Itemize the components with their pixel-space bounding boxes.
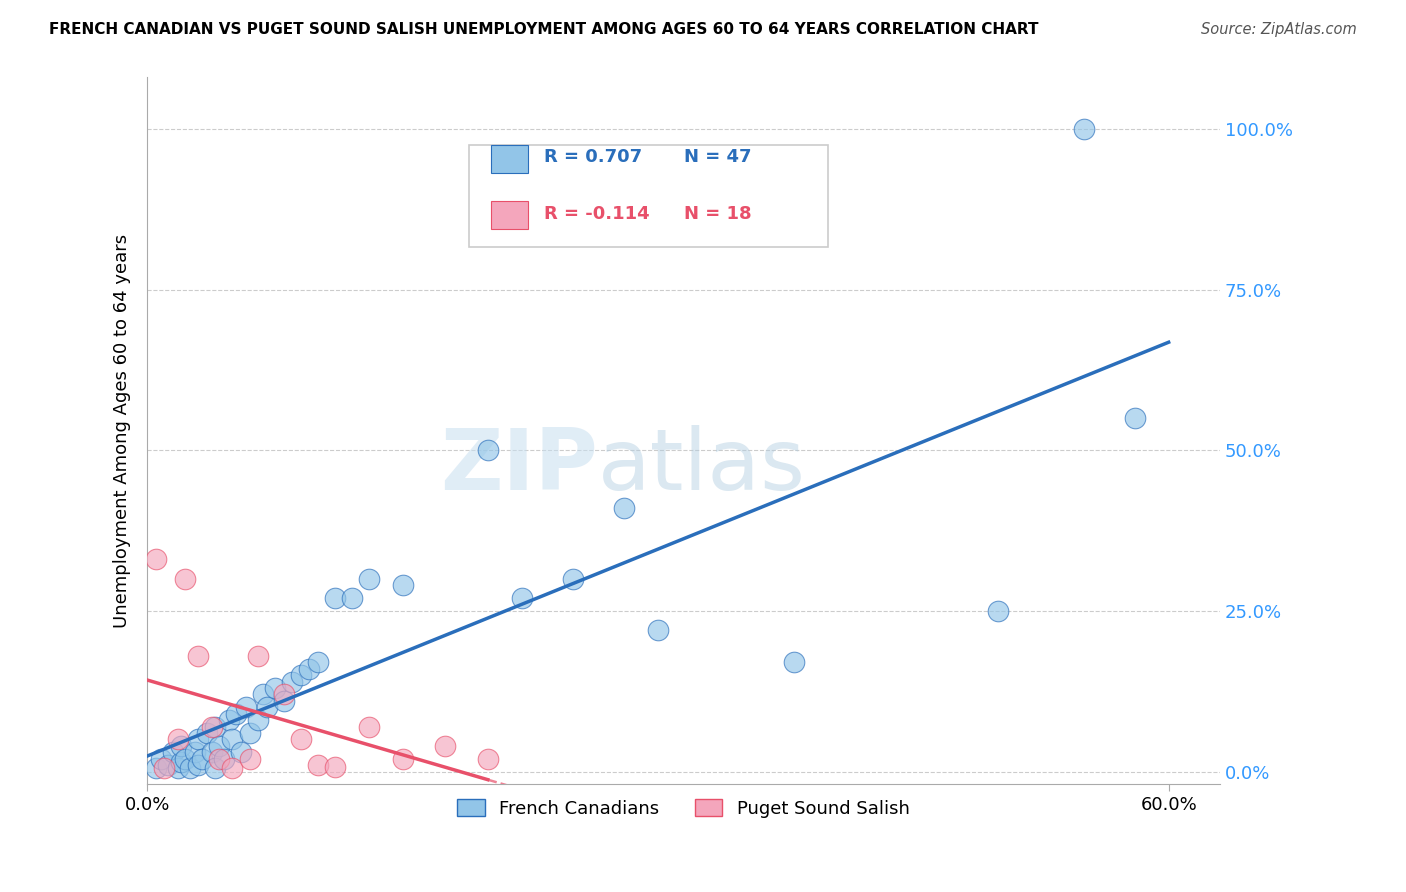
Point [987,604,1010,618]
Point [357,720,380,734]
Point [187,648,209,663]
Text: FRENCH CANADIAN VS PUGET SOUND SALISH UNEMPLOYMENT AMONG AGES 60 TO 64 YEARS COR: FRENCH CANADIAN VS PUGET SOUND SALISH UN… [49,22,1039,37]
Point [340,591,363,605]
Point [153,761,176,775]
Point [247,713,270,727]
Point [187,732,209,747]
Point [145,552,167,566]
Text: R = 0.707: R = 0.707 [544,148,643,166]
Point [613,501,636,516]
Point [477,752,499,766]
Point [391,752,413,766]
Point [307,758,329,772]
Y-axis label: Unemployment Among Ages 60 to 64 years: Unemployment Among Ages 60 to 64 years [114,234,131,628]
Point [252,688,274,702]
Point [225,706,247,721]
Text: atlas: atlas [598,425,806,508]
Point [238,752,260,766]
Point [173,572,195,586]
Point [179,761,201,775]
Point [212,752,235,766]
Point [647,623,669,637]
Point [150,752,173,766]
Point [208,739,231,753]
Point [201,720,224,734]
Point [1123,411,1146,425]
Point [290,732,312,747]
FancyBboxPatch shape [470,145,828,247]
Point [218,713,240,727]
Point [145,761,167,775]
FancyBboxPatch shape [491,202,529,229]
Point [510,591,533,605]
Text: N = 47: N = 47 [683,148,751,166]
Point [184,745,207,759]
Point [1073,121,1095,136]
Point [191,752,214,766]
Point [307,656,329,670]
Point [170,755,193,769]
Point [247,648,270,663]
Point [273,688,295,702]
Point [167,732,190,747]
Point [256,700,278,714]
Point [434,739,457,753]
Text: N = 18: N = 18 [683,205,751,223]
Point [195,726,218,740]
Point [290,668,312,682]
Point [298,662,321,676]
Point [561,572,583,586]
Text: R = -0.114: R = -0.114 [544,205,650,223]
Point [173,752,195,766]
Point [204,761,226,775]
Point [229,745,252,759]
Point [391,578,413,592]
Text: ZIP: ZIP [440,425,598,508]
Point [221,732,243,747]
Point [170,739,193,753]
Text: Source: ZipAtlas.com: Source: ZipAtlas.com [1201,22,1357,37]
Point [238,726,260,740]
Point [221,761,243,775]
Point [281,674,304,689]
Point [167,761,190,775]
Point [783,656,806,670]
Point [264,681,287,695]
Point [273,694,295,708]
Legend: French Canadians, Puget Sound Salish: French Canadians, Puget Sound Salish [450,792,917,825]
Point [357,572,380,586]
Point [235,700,257,714]
Point [477,443,499,458]
Point [323,591,346,605]
Point [156,758,179,772]
Point [201,745,224,759]
Point [208,752,231,766]
Point [187,758,209,772]
Point [162,745,184,759]
Point [323,760,346,774]
FancyBboxPatch shape [491,145,529,173]
Point [204,720,226,734]
